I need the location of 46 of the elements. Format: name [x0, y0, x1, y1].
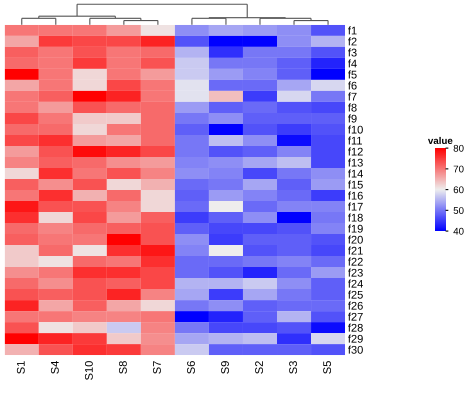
y-tick-label: f7 — [348, 92, 357, 100]
x-tick-label: S6 — [187, 361, 195, 374]
y-tick-label: f29 — [348, 334, 363, 343]
y-tick-label: f4 — [348, 59, 357, 68]
x-tick-label: S2 — [255, 361, 263, 374]
y-tick-label: f25 — [348, 290, 363, 299]
color-bar-title: value — [428, 136, 452, 144]
y-tick-label: f18 — [348, 214, 363, 222]
color-bar-label: 60 — [454, 186, 464, 194]
y-tick-label: f17 — [348, 202, 363, 211]
y-tick-label: f22 — [348, 258, 363, 266]
x-tick-label: S10 — [84, 361, 93, 380]
y-tick-label: f26 — [348, 302, 363, 310]
y-tick-label: f6 — [348, 81, 357, 90]
y-tick-label: f3 — [348, 48, 357, 57]
x-tick-label: S7 — [153, 361, 161, 374]
color-bar-label: 70 — [454, 166, 464, 172]
y-tick-label: f20 — [348, 236, 363, 244]
x-tick-label: S1 — [16, 361, 25, 374]
x-tick-label: S8 — [118, 361, 127, 374]
color-bar-label: 50 — [454, 207, 464, 214]
y-tick-label: f13 — [348, 158, 363, 167]
y-tick-label: f5 — [348, 70, 357, 79]
y-tick-label: f8 — [348, 103, 357, 112]
x-tick-label: S4 — [50, 360, 59, 374]
y-tick-label: f12 — [348, 147, 363, 156]
color-bar-label: 80 — [454, 144, 464, 152]
x-tick-label: S5 — [323, 361, 332, 374]
y-tick-label: f10 — [348, 125, 363, 134]
y-tick-label: f23 — [348, 268, 363, 277]
y-tick-label: f24 — [348, 280, 363, 288]
y-tick-label: f28 — [348, 324, 363, 332]
y-tick-label: f1 — [348, 26, 357, 34]
y-tick-label: f15 — [348, 180, 363, 189]
y-tick-label: f21 — [348, 246, 363, 255]
color-bar-label: 40 — [453, 228, 464, 235]
x-tick-label: S9 — [221, 361, 229, 374]
y-tick-label: f30 — [348, 346, 363, 354]
y-tick-label: f2 — [348, 37, 357, 46]
y-tick-label: f19 — [348, 224, 363, 233]
y-tick-label: f14 — [348, 169, 363, 178]
y-tick-label: f16 — [348, 191, 363, 200]
y-tick-label: f11 — [348, 136, 362, 144]
y-tick-label: f9 — [348, 114, 357, 123]
x-tick-label: S3 — [289, 361, 298, 374]
y-tick-label: f27 — [348, 312, 363, 321]
